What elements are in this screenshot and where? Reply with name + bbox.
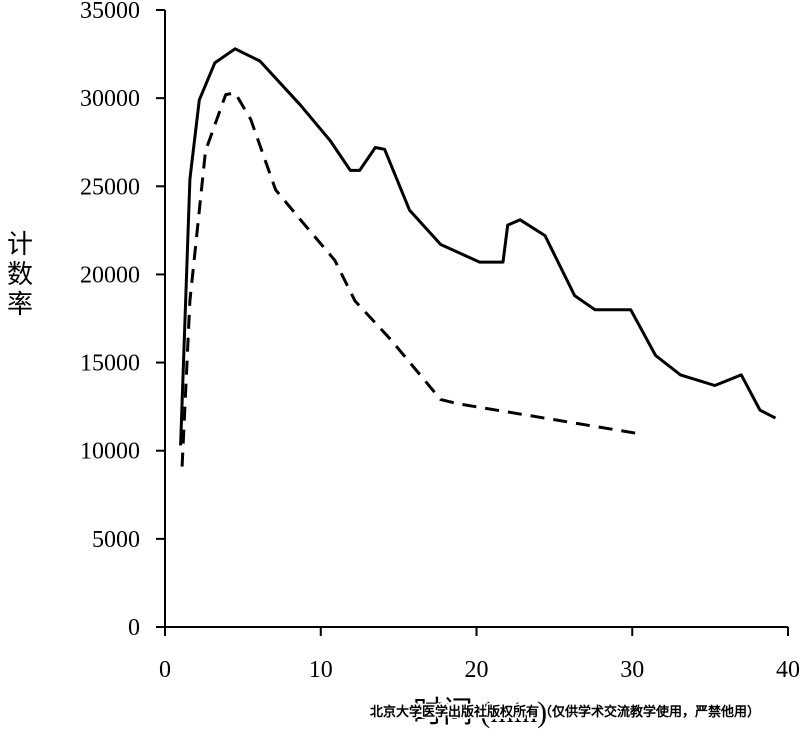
y-axis-label: 计数率 <box>4 230 33 320</box>
y-tick-label: 5000 <box>92 527 140 553</box>
y-tick-label: 0 <box>128 615 140 641</box>
series-line <box>180 91 636 467</box>
x-tick-label: 20 <box>465 657 489 683</box>
y-tick-label: 20000 <box>80 262 140 288</box>
x-tick-label: 0 <box>159 657 171 683</box>
x-axis-label: 时间 (min) <box>413 696 547 729</box>
y-tick-label: 15000 <box>80 351 140 377</box>
x-tick-label: 30 <box>620 657 644 683</box>
y-tick-label: 30000 <box>80 86 140 112</box>
y-tick-label: 35000 <box>80 0 140 24</box>
x-tick-label: 40 <box>776 657 800 683</box>
y-tick-label: 25000 <box>80 174 140 200</box>
x-tick-label: 10 <box>309 657 333 683</box>
watermark: 北京大学医学出版社版权所有（仅供学术交流教学使用，严禁他用） <box>370 704 760 720</box>
series-line <box>179 47 777 446</box>
y-tick-label: 10000 <box>80 439 140 465</box>
